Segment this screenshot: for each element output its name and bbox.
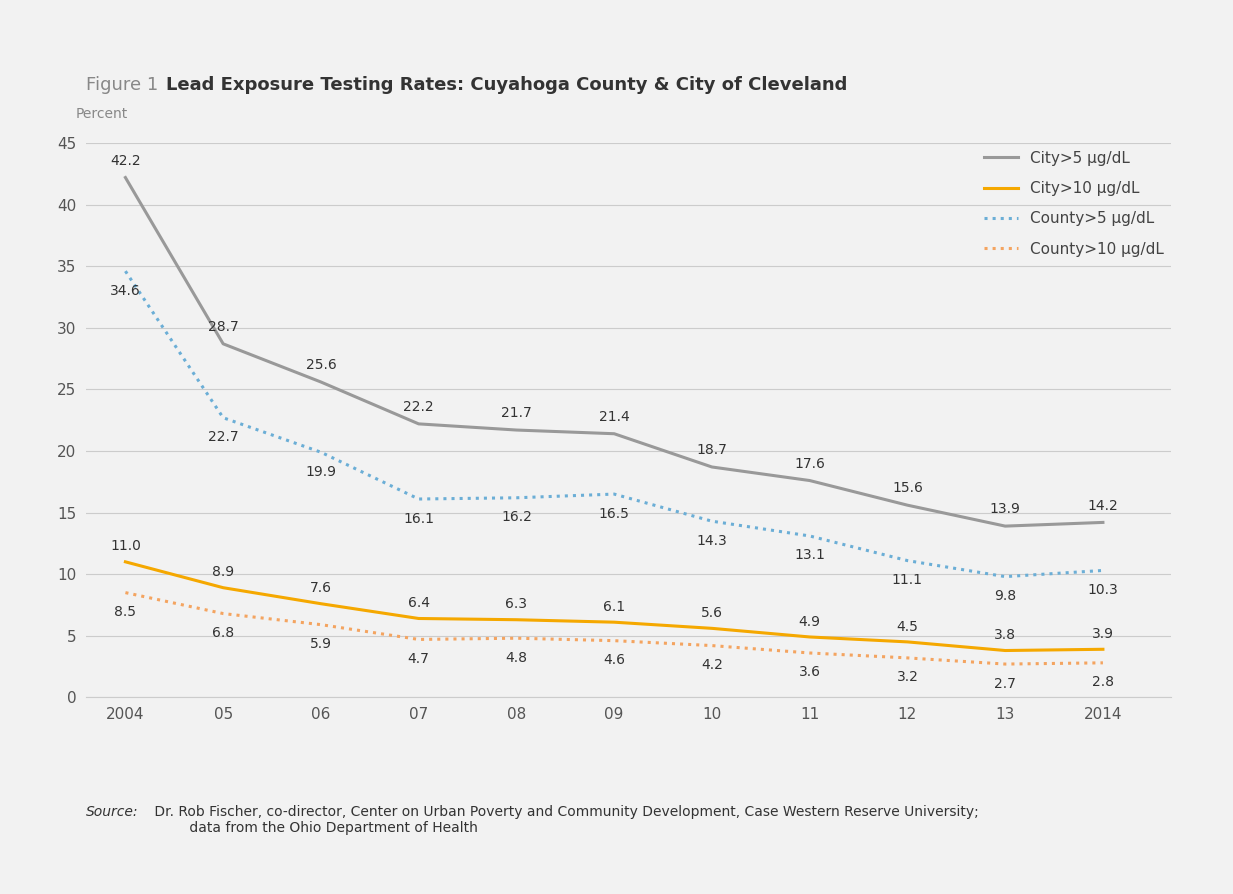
Text: Source:: Source:	[86, 805, 139, 819]
Text: 4.9: 4.9	[799, 615, 821, 628]
Legend: City>5 μg/dL, City>10 μg/dL, County>5 μg/dL, County>10 μg/dL: City>5 μg/dL, City>10 μg/dL, County>5 μg…	[984, 151, 1164, 257]
Text: 16.5: 16.5	[599, 507, 630, 520]
Text: 4.8: 4.8	[506, 651, 528, 665]
Text: 19.9: 19.9	[306, 465, 337, 478]
Text: 16.2: 16.2	[501, 510, 531, 524]
Text: 17.6: 17.6	[794, 457, 825, 471]
Text: 10.3: 10.3	[1088, 583, 1118, 597]
Text: 21.4: 21.4	[599, 410, 630, 424]
Text: 22.2: 22.2	[403, 401, 434, 414]
Text: 6.1: 6.1	[603, 600, 625, 614]
Text: 42.2: 42.2	[110, 154, 141, 168]
Text: 15.6: 15.6	[891, 482, 922, 495]
Text: 11.1: 11.1	[891, 573, 924, 587]
Text: 3.8: 3.8	[994, 628, 1016, 642]
Text: 3.2: 3.2	[896, 670, 919, 685]
Text: 2.8: 2.8	[1092, 675, 1113, 689]
Text: 28.7: 28.7	[208, 320, 238, 334]
Text: Dr. Rob Fischer, co-director, Center on Urban Poverty and Community Development,: Dr. Rob Fischer, co-director, Center on …	[150, 805, 979, 835]
Text: 4.6: 4.6	[603, 654, 625, 667]
Text: Figure 1: Figure 1	[86, 76, 164, 94]
Text: 34.6: 34.6	[110, 283, 141, 298]
Text: 8.9: 8.9	[212, 565, 234, 579]
Text: 6.8: 6.8	[212, 626, 234, 640]
Text: Lead Exposure Testing Rates: Cuyahoga County & City of Cleveland: Lead Exposure Testing Rates: Cuyahoga Co…	[166, 76, 848, 94]
Text: 8.5: 8.5	[115, 605, 137, 620]
Text: 13.9: 13.9	[990, 502, 1021, 517]
Text: 4.7: 4.7	[408, 652, 429, 666]
Text: 5.9: 5.9	[309, 637, 332, 651]
Text: 22.7: 22.7	[208, 430, 238, 444]
Text: 25.6: 25.6	[306, 358, 337, 372]
Text: 9.8: 9.8	[994, 589, 1016, 603]
Text: 7.6: 7.6	[309, 581, 332, 595]
Text: 21.7: 21.7	[501, 406, 531, 420]
Text: 11.0: 11.0	[110, 539, 141, 553]
Text: 16.1: 16.1	[403, 511, 434, 526]
Text: 5.6: 5.6	[700, 606, 723, 620]
Text: 4.2: 4.2	[702, 658, 723, 672]
Text: 14.3: 14.3	[697, 534, 727, 548]
Text: 3.9: 3.9	[1092, 627, 1113, 641]
Text: 3.6: 3.6	[799, 665, 821, 679]
Text: 4.5: 4.5	[896, 620, 919, 634]
Text: 13.1: 13.1	[794, 548, 825, 562]
Text: 18.7: 18.7	[697, 443, 727, 457]
Text: 6.3: 6.3	[506, 597, 528, 611]
Text: 2.7: 2.7	[994, 677, 1016, 690]
Text: 6.4: 6.4	[408, 596, 429, 611]
Text: 14.2: 14.2	[1088, 499, 1118, 512]
Text: Percent: Percent	[75, 107, 128, 121]
